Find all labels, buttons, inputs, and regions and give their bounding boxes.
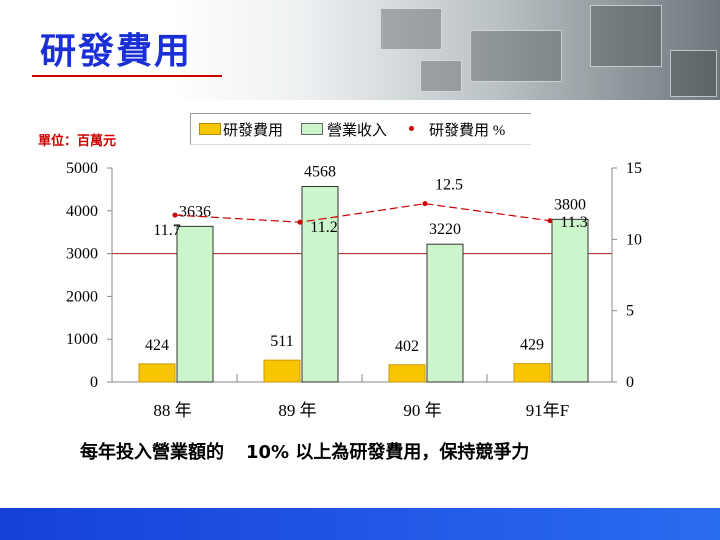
label-rd-0: 424 <box>145 337 169 354</box>
line-pct <box>174 203 551 223</box>
footer-bar <box>0 508 720 540</box>
bar-rd-1 <box>263 359 301 383</box>
y-right-tick-label: 5 <box>626 303 634 320</box>
bar-rd-3 <box>513 363 551 383</box>
y-right-tick-label: 0 <box>626 374 634 391</box>
legend-label-revenue: 營業收入 <box>327 123 388 139</box>
label-revenue-2: 3220 <box>429 221 461 238</box>
chart-legend: 研發費用 營業收入 研發費用 % <box>190 113 531 145</box>
unit-label: 單位：百萬元 <box>38 134 117 149</box>
x-tick-label: 91年F <box>526 401 569 420</box>
point-pct-0 <box>172 212 178 218</box>
x-tick-label: 90 年 <box>403 401 441 420</box>
point-pct-3 <box>547 218 553 224</box>
label-rd-3: 429 <box>520 337 544 354</box>
title-underline <box>32 75 222 77</box>
label-revenue-3: 3800 <box>554 196 586 213</box>
label-pct-3: 11.3 <box>560 214 587 231</box>
y-left-tick-label: 2000 <box>66 288 98 305</box>
bar-revenue-0 <box>176 225 214 383</box>
circuit-banner <box>170 0 720 100</box>
label-revenue-1: 4568 <box>304 163 336 180</box>
point-pct-2 <box>422 201 428 207</box>
legend-label-pct: 研發費用 % <box>429 123 506 139</box>
legend-swatch-rd <box>199 123 221 135</box>
y-left-tick-label: 4000 <box>66 203 98 220</box>
x-tick-label: 89 年 <box>278 401 316 420</box>
bar-revenue-2 <box>426 243 464 383</box>
bar-revenue-3 <box>551 218 589 383</box>
legend-swatch-pct <box>409 126 414 131</box>
caption-part-2: 10% 以上為研發費用，保持競爭力 <box>246 442 530 463</box>
y-left-tick-label: 0 <box>90 374 98 391</box>
label-revenue-0: 3636 <box>179 203 211 220</box>
legend-label-rd: 研發費用 <box>223 123 284 139</box>
label-pct-1: 11.2 <box>310 219 337 236</box>
y-right-tick-label: 15 <box>626 160 642 177</box>
y-left-tick-label: 5000 <box>66 160 98 177</box>
y-left-tick-label: 3000 <box>66 246 98 263</box>
bar-rd-2 <box>388 364 426 383</box>
x-tick-label: 88 年 <box>153 401 191 420</box>
point-pct-1 <box>297 219 303 225</box>
label-pct-0: 11.7 <box>153 222 180 239</box>
bar-rd-0 <box>138 363 176 383</box>
label-rd-2: 402 <box>395 338 419 355</box>
caption-part-1: 每年投入營業額的 <box>80 442 224 463</box>
legend-swatch-revenue <box>301 123 323 135</box>
caption: 每年投入營業額的 10% 以上為研發費用，保持競爭力 <box>80 438 700 464</box>
label-pct-2: 12.5 <box>435 177 463 194</box>
bar-revenue-1 <box>301 185 339 383</box>
page-title: 研發費用 <box>40 31 193 72</box>
y-left-tick-label: 1000 <box>66 331 98 348</box>
y-right-tick-label: 10 <box>626 231 642 248</box>
label-rd-1: 511 <box>270 333 293 350</box>
